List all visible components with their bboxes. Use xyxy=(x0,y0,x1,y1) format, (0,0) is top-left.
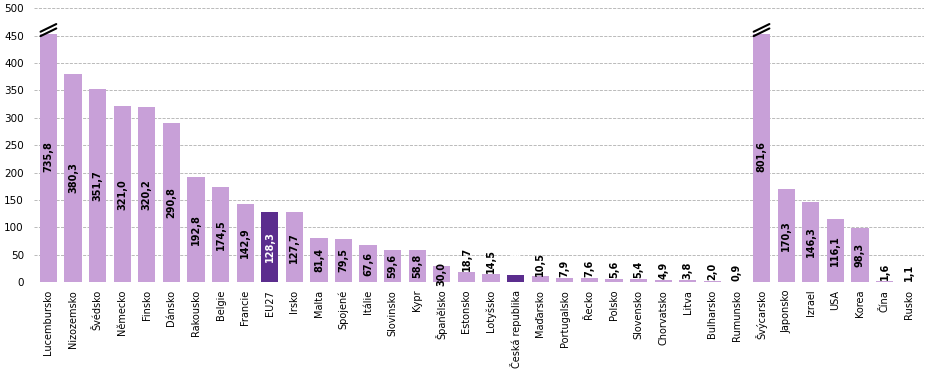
Text: 18,7: 18,7 xyxy=(461,247,471,271)
Text: 5,4: 5,4 xyxy=(633,261,643,278)
Bar xyxy=(826,219,843,282)
Text: 10,5: 10,5 xyxy=(535,251,545,276)
Bar xyxy=(64,74,82,282)
Text: 1,6: 1,6 xyxy=(879,263,888,280)
Bar xyxy=(433,266,450,282)
Text: 7,9: 7,9 xyxy=(559,260,569,277)
Text: 79,5: 79,5 xyxy=(338,248,349,272)
Text: 290,8: 290,8 xyxy=(166,187,176,218)
Text: 351,7: 351,7 xyxy=(93,170,103,201)
Text: 30,0: 30,0 xyxy=(437,262,447,286)
Bar xyxy=(482,274,499,282)
Bar xyxy=(752,30,769,282)
Bar xyxy=(408,250,425,282)
Bar xyxy=(679,280,695,282)
Text: 4,9: 4,9 xyxy=(657,262,667,279)
Text: 7,6: 7,6 xyxy=(584,260,594,277)
Bar xyxy=(113,106,131,282)
Text: 3,8: 3,8 xyxy=(682,262,692,279)
Bar xyxy=(335,238,351,282)
Text: 0,9: 0,9 xyxy=(731,264,742,281)
Bar xyxy=(629,279,646,282)
Text: 1,1: 1,1 xyxy=(903,263,913,281)
Text: 320,2: 320,2 xyxy=(142,179,152,210)
Bar xyxy=(850,228,868,282)
Text: 735,8: 735,8 xyxy=(44,141,54,171)
Bar xyxy=(260,212,278,282)
Text: 128,3: 128,3 xyxy=(264,232,274,263)
Bar xyxy=(40,26,57,35)
Text: 127,7: 127,7 xyxy=(289,232,299,263)
Text: 146,3: 146,3 xyxy=(805,227,815,257)
Bar xyxy=(384,250,400,282)
Text: 142,9: 142,9 xyxy=(240,228,250,259)
Bar xyxy=(752,26,769,35)
Bar xyxy=(286,212,302,282)
Bar xyxy=(703,281,720,282)
Bar xyxy=(162,123,180,282)
Text: 174,5: 174,5 xyxy=(215,219,225,250)
Bar xyxy=(310,238,327,282)
Bar xyxy=(211,187,229,282)
Bar xyxy=(604,279,622,282)
Bar xyxy=(875,281,892,282)
Text: 67,6: 67,6 xyxy=(362,252,373,276)
Bar xyxy=(506,275,524,282)
Bar xyxy=(359,245,376,282)
Text: 2,0: 2,0 xyxy=(706,263,717,280)
Text: 58,8: 58,8 xyxy=(412,254,422,278)
Bar xyxy=(236,204,253,282)
Bar xyxy=(531,276,548,282)
Bar xyxy=(138,107,155,282)
Bar xyxy=(40,30,57,282)
Text: 12,9: 12,9 xyxy=(510,250,520,274)
Bar xyxy=(457,272,475,282)
Bar xyxy=(777,189,794,282)
Text: 5,6: 5,6 xyxy=(608,261,618,278)
Text: 81,4: 81,4 xyxy=(313,248,324,272)
Bar xyxy=(555,278,573,282)
Text: 192,8: 192,8 xyxy=(191,214,201,245)
Bar xyxy=(89,89,106,282)
Bar xyxy=(801,202,819,282)
Bar xyxy=(654,279,671,282)
Text: 14,5: 14,5 xyxy=(486,249,496,273)
Text: 116,1: 116,1 xyxy=(830,235,840,266)
Text: 98,3: 98,3 xyxy=(854,243,864,267)
Text: 801,6: 801,6 xyxy=(756,141,766,171)
Bar xyxy=(580,278,597,282)
Text: 59,6: 59,6 xyxy=(387,254,398,278)
Bar xyxy=(187,177,204,282)
Text: 380,3: 380,3 xyxy=(68,163,78,193)
Text: 321,0: 321,0 xyxy=(117,179,127,209)
Text: 170,3: 170,3 xyxy=(781,220,791,251)
